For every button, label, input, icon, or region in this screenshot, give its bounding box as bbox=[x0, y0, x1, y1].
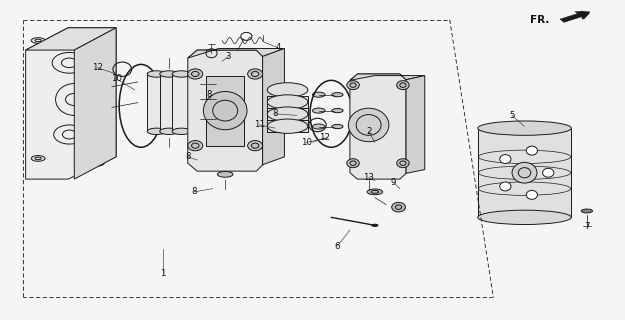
Polygon shape bbox=[350, 74, 406, 179]
Ellipse shape bbox=[268, 95, 308, 109]
Ellipse shape bbox=[148, 71, 166, 77]
Polygon shape bbox=[148, 74, 166, 131]
Text: 3: 3 bbox=[226, 52, 231, 61]
Ellipse shape bbox=[581, 209, 592, 213]
Polygon shape bbox=[268, 96, 308, 108]
Ellipse shape bbox=[526, 146, 538, 155]
Ellipse shape bbox=[478, 210, 571, 225]
Text: 10: 10 bbox=[111, 74, 121, 83]
Ellipse shape bbox=[173, 71, 191, 77]
Text: 8: 8 bbox=[272, 109, 278, 118]
Ellipse shape bbox=[367, 189, 382, 195]
Ellipse shape bbox=[526, 190, 538, 199]
Ellipse shape bbox=[31, 38, 45, 44]
Polygon shape bbox=[262, 49, 284, 165]
Ellipse shape bbox=[188, 69, 202, 79]
Ellipse shape bbox=[173, 128, 191, 134]
Polygon shape bbox=[206, 76, 244, 146]
Polygon shape bbox=[188, 50, 262, 171]
Ellipse shape bbox=[192, 81, 208, 86]
FancyArrow shape bbox=[560, 12, 590, 22]
Text: 9: 9 bbox=[391, 178, 396, 187]
Ellipse shape bbox=[512, 162, 537, 183]
Polygon shape bbox=[188, 49, 284, 58]
Polygon shape bbox=[160, 74, 178, 131]
Text: 10: 10 bbox=[301, 138, 312, 147]
Polygon shape bbox=[268, 120, 308, 132]
Polygon shape bbox=[268, 108, 308, 120]
Ellipse shape bbox=[268, 107, 308, 121]
Ellipse shape bbox=[188, 140, 202, 151]
Ellipse shape bbox=[203, 92, 247, 130]
Text: 12: 12 bbox=[319, 133, 331, 142]
Ellipse shape bbox=[397, 159, 409, 168]
Ellipse shape bbox=[31, 156, 45, 161]
Ellipse shape bbox=[248, 69, 262, 79]
Ellipse shape bbox=[332, 108, 343, 113]
Text: 1: 1 bbox=[160, 268, 166, 278]
Ellipse shape bbox=[312, 108, 325, 113]
Ellipse shape bbox=[148, 128, 166, 134]
Ellipse shape bbox=[213, 97, 225, 102]
Ellipse shape bbox=[542, 168, 554, 177]
Polygon shape bbox=[406, 76, 425, 173]
Ellipse shape bbox=[372, 224, 378, 227]
Text: 7: 7 bbox=[584, 222, 589, 231]
Ellipse shape bbox=[192, 97, 208, 102]
Ellipse shape bbox=[248, 140, 262, 151]
Ellipse shape bbox=[332, 124, 343, 129]
Text: 5: 5 bbox=[509, 111, 515, 120]
Polygon shape bbox=[74, 28, 116, 179]
Polygon shape bbox=[26, 28, 116, 179]
Text: FR.: FR. bbox=[530, 15, 549, 25]
Text: 8: 8 bbox=[191, 188, 197, 196]
Ellipse shape bbox=[192, 116, 208, 122]
Ellipse shape bbox=[347, 159, 359, 168]
Ellipse shape bbox=[312, 124, 325, 129]
Polygon shape bbox=[350, 74, 425, 80]
Ellipse shape bbox=[478, 121, 571, 135]
Ellipse shape bbox=[213, 116, 225, 121]
Ellipse shape bbox=[217, 172, 233, 177]
Polygon shape bbox=[478, 128, 571, 217]
Text: 12: 12 bbox=[92, 63, 103, 72]
Text: 2: 2 bbox=[366, 127, 371, 136]
Ellipse shape bbox=[332, 92, 343, 97]
Text: 4: 4 bbox=[276, 43, 281, 52]
Polygon shape bbox=[26, 28, 116, 50]
Ellipse shape bbox=[397, 81, 409, 90]
Ellipse shape bbox=[268, 119, 308, 133]
Ellipse shape bbox=[268, 83, 308, 97]
Ellipse shape bbox=[500, 155, 511, 164]
Ellipse shape bbox=[213, 81, 225, 86]
Ellipse shape bbox=[347, 81, 359, 90]
Text: 11: 11 bbox=[254, 120, 265, 130]
Ellipse shape bbox=[160, 71, 178, 77]
Text: 8: 8 bbox=[207, 90, 212, 99]
Ellipse shape bbox=[392, 202, 406, 212]
Text: 6: 6 bbox=[335, 242, 340, 251]
Ellipse shape bbox=[312, 92, 325, 97]
Ellipse shape bbox=[160, 128, 178, 134]
Ellipse shape bbox=[500, 182, 511, 191]
Ellipse shape bbox=[348, 108, 389, 142]
Text: 13: 13 bbox=[363, 173, 374, 182]
Ellipse shape bbox=[91, 160, 104, 166]
Text: 8: 8 bbox=[185, 152, 191, 161]
Polygon shape bbox=[173, 74, 191, 131]
Ellipse shape bbox=[91, 31, 104, 37]
